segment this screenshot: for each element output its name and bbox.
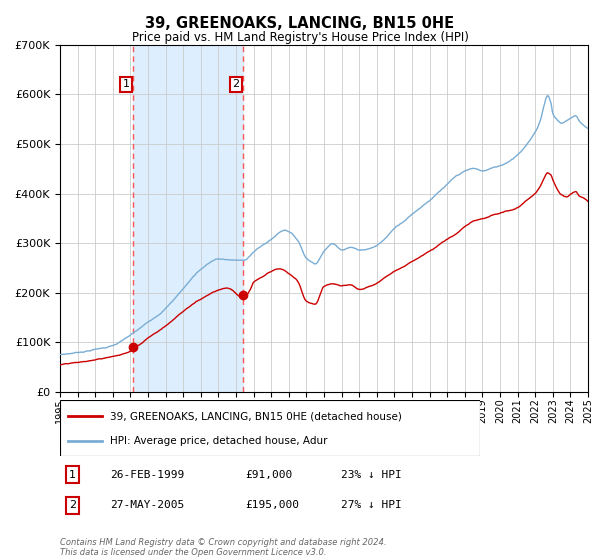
Text: 27% ↓ HPI: 27% ↓ HPI bbox=[341, 501, 402, 510]
Text: Price paid vs. HM Land Registry's House Price Index (HPI): Price paid vs. HM Land Registry's House … bbox=[131, 31, 469, 44]
Text: 39, GREENOAKS, LANCING, BN15 0HE (detached house): 39, GREENOAKS, LANCING, BN15 0HE (detach… bbox=[110, 411, 402, 421]
Text: 39, GREENOAKS, LANCING, BN15 0HE: 39, GREENOAKS, LANCING, BN15 0HE bbox=[145, 16, 455, 31]
Text: 1: 1 bbox=[122, 80, 130, 90]
Text: 23% ↓ HPI: 23% ↓ HPI bbox=[341, 470, 402, 479]
Text: Contains HM Land Registry data © Crown copyright and database right 2024.
This d: Contains HM Land Registry data © Crown c… bbox=[60, 538, 386, 557]
Text: 27-MAY-2005: 27-MAY-2005 bbox=[110, 501, 185, 510]
Text: 2: 2 bbox=[69, 501, 76, 510]
Text: 2: 2 bbox=[232, 80, 239, 90]
FancyBboxPatch shape bbox=[60, 400, 480, 456]
Text: 26-FEB-1999: 26-FEB-1999 bbox=[110, 470, 185, 479]
Text: £91,000: £91,000 bbox=[245, 470, 292, 479]
Bar bbox=[133, 45, 243, 392]
Text: £195,000: £195,000 bbox=[245, 501, 299, 510]
Text: 1: 1 bbox=[69, 470, 76, 479]
Text: HPI: Average price, detached house, Adur: HPI: Average price, detached house, Adur bbox=[110, 436, 328, 446]
